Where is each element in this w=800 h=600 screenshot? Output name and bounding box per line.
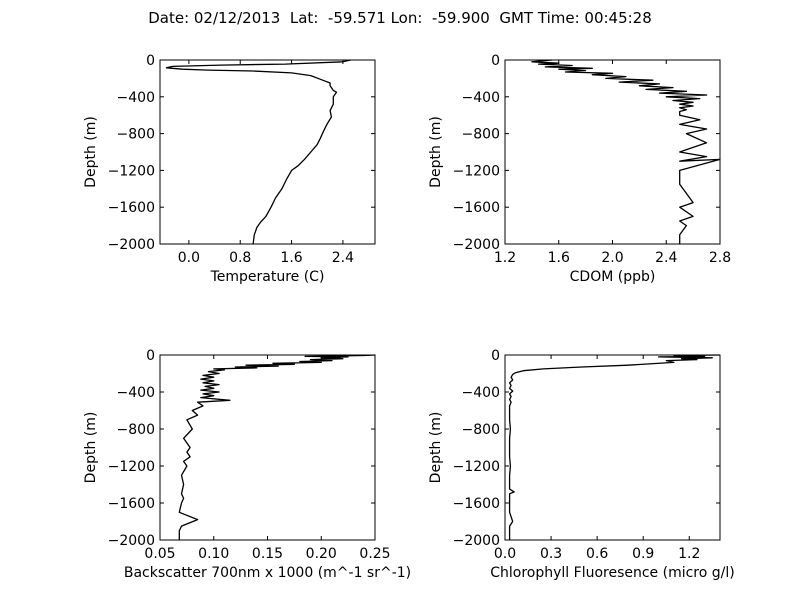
- chlorophyll-ytick-label: −1600: [453, 496, 500, 512]
- temperature-xlabel: Temperature (C): [210, 269, 325, 285]
- chlorophyll-xtick-label: 0.6: [586, 546, 608, 562]
- chlorophyll-ytick-label: −2000: [453, 533, 500, 549]
- backscatter-xtick-label: 0.05: [144, 546, 175, 562]
- temperature-axes-frame: [159, 59, 376, 245]
- backscatter-axes-frame: [159, 354, 376, 541]
- temperature-ytick-label: −2000: [108, 237, 155, 253]
- cdom-ytick-label: −2000: [453, 237, 500, 253]
- temperature-xtick-label: 1.6: [280, 250, 302, 266]
- backscatter-ytick-label: −1200: [108, 459, 155, 475]
- backscatter-ytick-label: −1600: [108, 496, 155, 512]
- temperature-xtick-label: 0.0: [178, 250, 200, 266]
- cdom-xtick-label: 1.2: [494, 250, 516, 266]
- cdom-ytick-label: 0: [491, 53, 500, 69]
- backscatter-xtick-label: 0.15: [252, 546, 283, 562]
- chlorophyll-ytick-label: 0: [491, 348, 500, 364]
- cdom-xtick-label: 2.4: [655, 250, 677, 266]
- cdom-ytick-label: −800: [462, 127, 500, 143]
- backscatter-panel: 0.05 0.10 0.15 0.20 0.25 0 −400 −800 −1200 −1600 −…: [83, 348, 411, 581]
- chlorophyll-ytick-label: −400: [462, 385, 500, 401]
- backscatter-ytick-label: −400: [117, 385, 155, 401]
- cdom-panel: 1.2 1.6 2.0 2.4 2.8 0 −400 −800 −1200 −1600 −2000 C…: [428, 53, 731, 285]
- chlorophyll-xtick-label: 0.3: [540, 546, 562, 562]
- temperature-ytick-label: −800: [117, 127, 155, 143]
- cdom-ytick-label: −400: [462, 90, 500, 106]
- backscatter-xtick-label: 0.20: [306, 546, 337, 562]
- backscatter-xlabel: Backscatter 700nm x 1000 (m^-1 sr^-1): [124, 565, 411, 581]
- cdom-xtick-label: 1.6: [548, 250, 570, 266]
- backscatter-ylabel: Depth (m): [83, 412, 99, 484]
- chlorophyll-ytick-label: −1200: [453, 459, 500, 475]
- chlorophyll-profile-line: [508, 354, 721, 540]
- backscatter-ytick-label: 0: [146, 348, 155, 364]
- chlorophyll-ylabel: Depth (m): [428, 412, 444, 484]
- backscatter-ytick-label: −800: [117, 422, 155, 438]
- figure-title: Date: 02/12/2013 Lat: -59.571 Lon: -59.9…: [148, 9, 652, 27]
- chlorophyll-xtick-label: 0.9: [632, 546, 654, 562]
- chlorophyll-ytick-label: −800: [462, 422, 500, 438]
- chlorophyll-xtick-label: 1.2: [678, 546, 700, 562]
- cdom-ytick-label: −1200: [453, 163, 500, 179]
- backscatter-profile-line: [178, 354, 376, 540]
- backscatter-ytick-label: −2000: [108, 533, 155, 549]
- temperature-profile-line: [165, 59, 351, 245]
- temperature-xtick-label: 2.4: [332, 250, 354, 266]
- cdom-profile-line: [531, 59, 721, 244]
- backscatter-xtick-label: 0.10: [198, 546, 229, 562]
- chlorophyll-xlabel: Chlorophyll Fluoresence (micro g/l): [490, 565, 734, 581]
- temperature-ylabel: Depth (m): [83, 116, 99, 188]
- chlorophyll-xtick-label: 0.0: [494, 546, 516, 562]
- temperature-ytick-label: −1600: [108, 200, 155, 216]
- chlorophyll-axes-frame: [504, 354, 721, 541]
- cdom-xtick-label: 2.0: [601, 250, 623, 266]
- cdom-xlabel: CDOM (ppb): [570, 269, 656, 285]
- temperature-xtick-label: 0.8: [229, 250, 251, 266]
- temperature-ytick-label: −1200: [108, 163, 155, 179]
- cdom-ytick-label: −1600: [453, 200, 500, 216]
- backscatter-xtick-label: 0.25: [359, 546, 390, 562]
- temperature-panel: 0.0 0.8 1.6 2.4 0 −400 −800 −1200 −1600 −2000 Temp…: [83, 53, 376, 285]
- cdom-xtick-label: 2.8: [709, 250, 731, 266]
- cdom-ylabel: Depth (m): [428, 116, 444, 188]
- temperature-ytick-label: 0: [146, 53, 155, 69]
- temperature-ytick-label: −400: [117, 90, 155, 106]
- cdom-axes-frame: [504, 59, 721, 245]
- chlorophyll-panel: 0.0 0.3 0.6 0.9 1.2 0 −400 −800 −1200 −1600 −2000 C…: [428, 348, 735, 581]
